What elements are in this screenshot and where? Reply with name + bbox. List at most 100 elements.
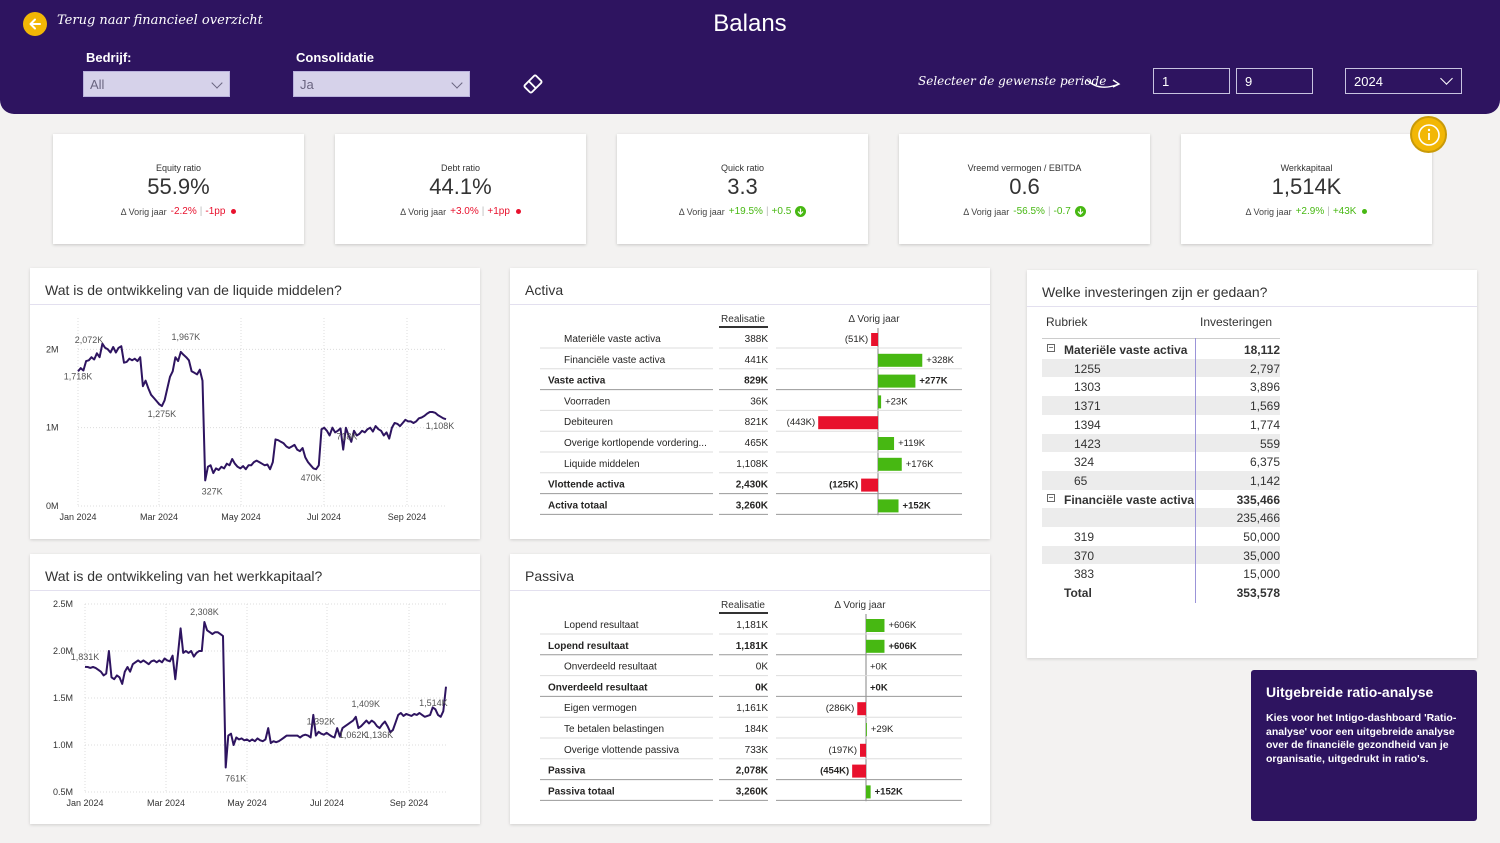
delta-bar (871, 333, 878, 346)
kpi-card-werkkapitaal: Werkkapitaal 1,514K Δ Vorig jaar +2.9% | … (1181, 134, 1432, 244)
group-row[interactable]: − Financiële vaste activa 335,466 (1042, 490, 1280, 509)
bedrijf-dropdown[interactable]: All (83, 71, 230, 97)
row-value: 36K (750, 396, 768, 407)
delta-label: +0K (870, 682, 888, 693)
kpi-delta-label: Δ Vorig jaar (678, 206, 725, 217)
data-label: 1,275K (148, 409, 177, 419)
table-row: 1255 2,797 (1042, 358, 1280, 378)
y-tick-label: 1.5M (53, 693, 73, 703)
werkkapitaal-line-chart: 0.5M 1.0M 1.5M 2.0M 2.5M Jan 2024 Mar 2024 May … (53, 599, 448, 808)
chevron-down-icon (211, 77, 223, 89)
passiva-variance-table: Realisatie Δ Vorig jaar Lopend resultaat 1,… (540, 600, 962, 802)
table-row: 1423 559 (1042, 433, 1280, 453)
data-label: 718K (336, 432, 357, 442)
delta-bar (866, 785, 871, 799)
column-header-realisatie: Realisatie (721, 314, 765, 325)
kpi-delta-abs: +43K (1332, 206, 1357, 217)
kpi-value: 55.9% (147, 174, 210, 199)
year-dropdown[interactable]: 2024 (1345, 68, 1462, 94)
row-value: 1,774 (1249, 417, 1280, 432)
row-label: Overige vlottende passiva (564, 745, 680, 756)
x-tick-label: Jul 2024 (310, 798, 344, 808)
info-button[interactable] (1410, 116, 1447, 153)
kpi-card-debt-ratio: Debt ratio 44.1% Δ Vorig jaar +3.0% | +1p… (335, 134, 586, 244)
ratio-analyse-promo-card[interactable]: Uitgebreide ratio-analyse Kies voor het … (1251, 670, 1477, 821)
x-tick-label: May 2024 (221, 512, 261, 522)
delta-bar (866, 619, 885, 632)
kpi-title: Werkkapitaal (1280, 163, 1333, 173)
row-label: Total (1064, 586, 1092, 601)
column-header-rubriek[interactable]: Rubriek (1046, 315, 1088, 329)
data-label: 1,718K (64, 371, 93, 381)
delta-label: +606K (888, 641, 916, 652)
collapse-toggle-icon[interactable]: − (1047, 343, 1055, 352)
back-button[interactable] (23, 12, 47, 36)
period-to-input[interactable]: 9 (1236, 68, 1313, 94)
table-row: 383 15,000 (1042, 564, 1280, 583)
kpi-delta-pct: -2.2% (170, 206, 197, 217)
column-header-delta: Δ Vorig jaar (848, 314, 900, 325)
delta-bar (859, 743, 866, 757)
delta-label: (125K) (829, 480, 858, 491)
data-label: 1,108K (426, 421, 455, 431)
kpi-delta-abs: +1pp (487, 206, 510, 217)
row-value: 733K (745, 745, 769, 756)
row-label: Passiva totaal (548, 786, 615, 797)
table-row: 1371 1,569 (1042, 396, 1280, 415)
werkkapitaal-panel: Wat is de ontwikkeling van het werkkapit… (30, 554, 480, 824)
kpi-delta-abs: -0.7 (1053, 206, 1071, 217)
x-tick-label: Mar 2024 (147, 798, 185, 808)
row-label: 383 (1074, 567, 1095, 582)
column-header-investeringen[interactable]: Investeringen (1200, 315, 1273, 329)
data-label: 1,967K (172, 332, 201, 342)
kpi-card-quick-ratio: Quick ratio 3.3 Δ Vorig jaar +19.5% | +0.… (617, 134, 868, 244)
delta-bar (866, 639, 885, 653)
row-label: Vlottende activa (548, 480, 625, 491)
kpi-delta-label: Δ Vorig jaar (1245, 206, 1292, 217)
row-value: 441K (745, 355, 769, 366)
consolidatie-dropdown-value: Ja (300, 77, 314, 92)
status-dot-icon (1362, 209, 1368, 214)
row-value: 559 (1259, 436, 1280, 451)
row-label: Materiële vaste activa (564, 334, 661, 345)
consolidatie-dropdown[interactable]: Ja (293, 71, 470, 97)
delta-bar (878, 457, 902, 471)
row-label: Lopend resultaat (548, 641, 629, 652)
period-from-input[interactable]: 1 (1153, 68, 1230, 94)
row-value: 6,375 (1249, 455, 1280, 470)
kpi-value: 0.6 (1009, 174, 1040, 199)
activa-panel: Activa Realisatie Δ Vorig jaar Materiële v… (510, 268, 990, 539)
data-label: 2,308K (190, 607, 219, 617)
data-label: 327K (202, 486, 223, 496)
kpi-delta-label: Δ Vorig jaar (400, 206, 447, 217)
activa-variance-table: Realisatie Δ Vorig jaar Materiële vaste ac… (540, 314, 962, 516)
y-tick-label: 2M (46, 344, 59, 354)
row-label: Onverdeeld resultaat (548, 682, 648, 693)
row-value: 821K (745, 417, 769, 428)
delta-label: +606K (888, 620, 916, 631)
y-tick-label: 0M (46, 501, 59, 511)
row-value: 1,181K (736, 641, 769, 652)
kpi-delta-label: Δ Vorig jaar (120, 206, 167, 217)
row-value: 2,078K (736, 766, 769, 777)
row-label: Eigen vermogen (564, 703, 637, 714)
y-tick-label: 2.0M (53, 646, 73, 656)
delta-label: +23K (885, 396, 908, 407)
delta-label: +176K (906, 459, 934, 470)
row-label: 1394 (1074, 417, 1101, 432)
collapse-toggle-icon[interactable]: − (1047, 492, 1055, 502)
kpi-delta-pct: -56.5% (1013, 206, 1045, 217)
data-label: 470K (301, 473, 322, 483)
delta-label: (286K) (826, 703, 855, 714)
back-link[interactable]: Terug naar financieel overzicht (57, 13, 263, 28)
delta-label: +328K (926, 355, 954, 366)
row-value: 18,112 (1243, 343, 1280, 357)
kpi-delta: Δ Vorig jaar -2.2% | -1pp (53, 206, 304, 217)
data-label: 2,072K (75, 335, 104, 345)
row-label: Vaste activa (548, 376, 606, 387)
clear-filters-eraser-icon[interactable] (521, 72, 545, 96)
row-value: 1,181K (736, 620, 768, 631)
group-row[interactable]: − Materiële vaste activa 18,112 (1042, 340, 1280, 359)
table-row: 370 35,000 (1042, 545, 1280, 565)
row-value: 1,569 (1249, 399, 1280, 414)
